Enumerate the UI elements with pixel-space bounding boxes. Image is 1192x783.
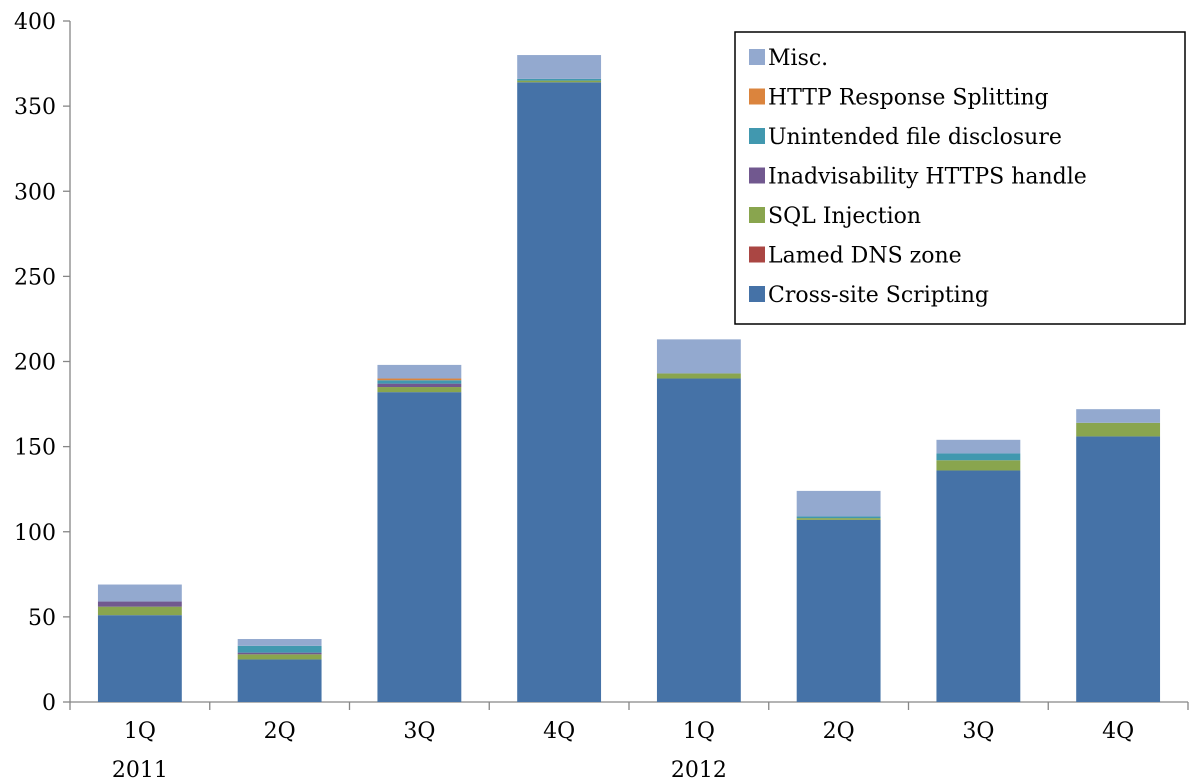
x-tick-label: 4Q bbox=[1102, 719, 1134, 744]
x-year-label: 2012 bbox=[671, 758, 727, 783]
bar-segment bbox=[796, 516, 881, 519]
legend-swatch bbox=[749, 49, 765, 65]
bar-segment bbox=[377, 383, 462, 388]
bar-segment bbox=[936, 470, 1021, 702]
x-tick-label: 4Q bbox=[543, 719, 575, 744]
legend-swatch bbox=[749, 246, 765, 263]
y-tick-label: 100 bbox=[14, 521, 56, 546]
bar-segment bbox=[1076, 436, 1161, 702]
x-tick-label: 1Q bbox=[124, 719, 156, 744]
y-tick-label: 50 bbox=[28, 606, 56, 631]
bar-segment bbox=[1076, 409, 1161, 423]
bar-segment bbox=[377, 364, 462, 379]
x-tick-label: 3Q bbox=[962, 719, 994, 744]
bar-segment bbox=[377, 392, 462, 702]
bar-segment bbox=[237, 654, 322, 660]
y-tick-label: 400 bbox=[14, 10, 56, 35]
y-tick-label: 0 bbox=[42, 691, 56, 716]
bar-segment bbox=[936, 453, 1021, 461]
bar-segment bbox=[237, 659, 322, 702]
legend-label: Inadvisability HTTPS handle bbox=[768, 165, 1087, 190]
y-tick-label: 200 bbox=[14, 351, 56, 376]
x-tick-label: 2Q bbox=[264, 719, 296, 744]
x-tick-label: 3Q bbox=[403, 719, 435, 744]
bar-segment bbox=[237, 639, 322, 646]
bar-segment bbox=[517, 80, 602, 83]
bar-segment bbox=[656, 339, 741, 374]
legend-label: Cross-site Scripting bbox=[768, 283, 989, 308]
legend-box bbox=[734, 31, 1186, 325]
y-tick-label: 350 bbox=[14, 95, 56, 120]
x-year-label: 2011 bbox=[112, 758, 168, 783]
legend-swatch bbox=[749, 286, 765, 302]
bar-segment bbox=[517, 55, 602, 79]
legend-swatch bbox=[749, 207, 765, 223]
x-tick-label: 1Q bbox=[683, 719, 715, 744]
y-tick-label: 150 bbox=[14, 436, 56, 461]
bar-segment bbox=[1076, 422, 1161, 437]
bar-segment bbox=[377, 387, 462, 393]
legend-label: SQL Injection bbox=[768, 204, 921, 229]
bar-segment bbox=[656, 373, 741, 379]
bars bbox=[97, 55, 1161, 703]
bar-segment bbox=[97, 606, 182, 616]
legend-swatch bbox=[749, 167, 765, 184]
x-axis: 1Q 2Q 3Q 4Q 1Q 2Q 3Q 4Q 2011 2012 bbox=[69, 701, 1189, 783]
bar-segment bbox=[237, 652, 322, 655]
bar-segment bbox=[936, 439, 1021, 454]
bar-segment bbox=[377, 380, 462, 384]
y-tick-label: 300 bbox=[14, 180, 56, 205]
bar-segment bbox=[517, 78, 602, 81]
legend-swatch bbox=[749, 128, 765, 144]
bar-segment bbox=[796, 490, 881, 517]
bar-segment bbox=[796, 518, 881, 520]
legend-label: Unintended file disclosure bbox=[768, 125, 1062, 150]
bar-segment bbox=[517, 82, 602, 703]
bar-segment bbox=[377, 378, 462, 381]
legend: Misc. HTTP Response Splitting Unintended f… bbox=[734, 31, 1186, 325]
bar-segment bbox=[97, 601, 182, 607]
bar-segment bbox=[237, 645, 322, 653]
legend-label: HTTP Response Splitting bbox=[768, 86, 1049, 111]
bar-segment bbox=[936, 460, 1021, 471]
bar-segment bbox=[656, 378, 741, 702]
legend-label: Lamed DNS zone bbox=[768, 244, 962, 269]
legend-swatch bbox=[749, 88, 765, 105]
x-tick-label: 2Q bbox=[823, 719, 855, 744]
bar-segment bbox=[97, 584, 182, 602]
bar-segment bbox=[796, 519, 881, 702]
y-axis: 0 50 100 150 200 250 300 350 400 bbox=[14, 10, 71, 716]
bar-segment bbox=[97, 615, 182, 702]
y-tick-label: 250 bbox=[14, 265, 56, 290]
legend-label: Misc. bbox=[768, 46, 828, 71]
